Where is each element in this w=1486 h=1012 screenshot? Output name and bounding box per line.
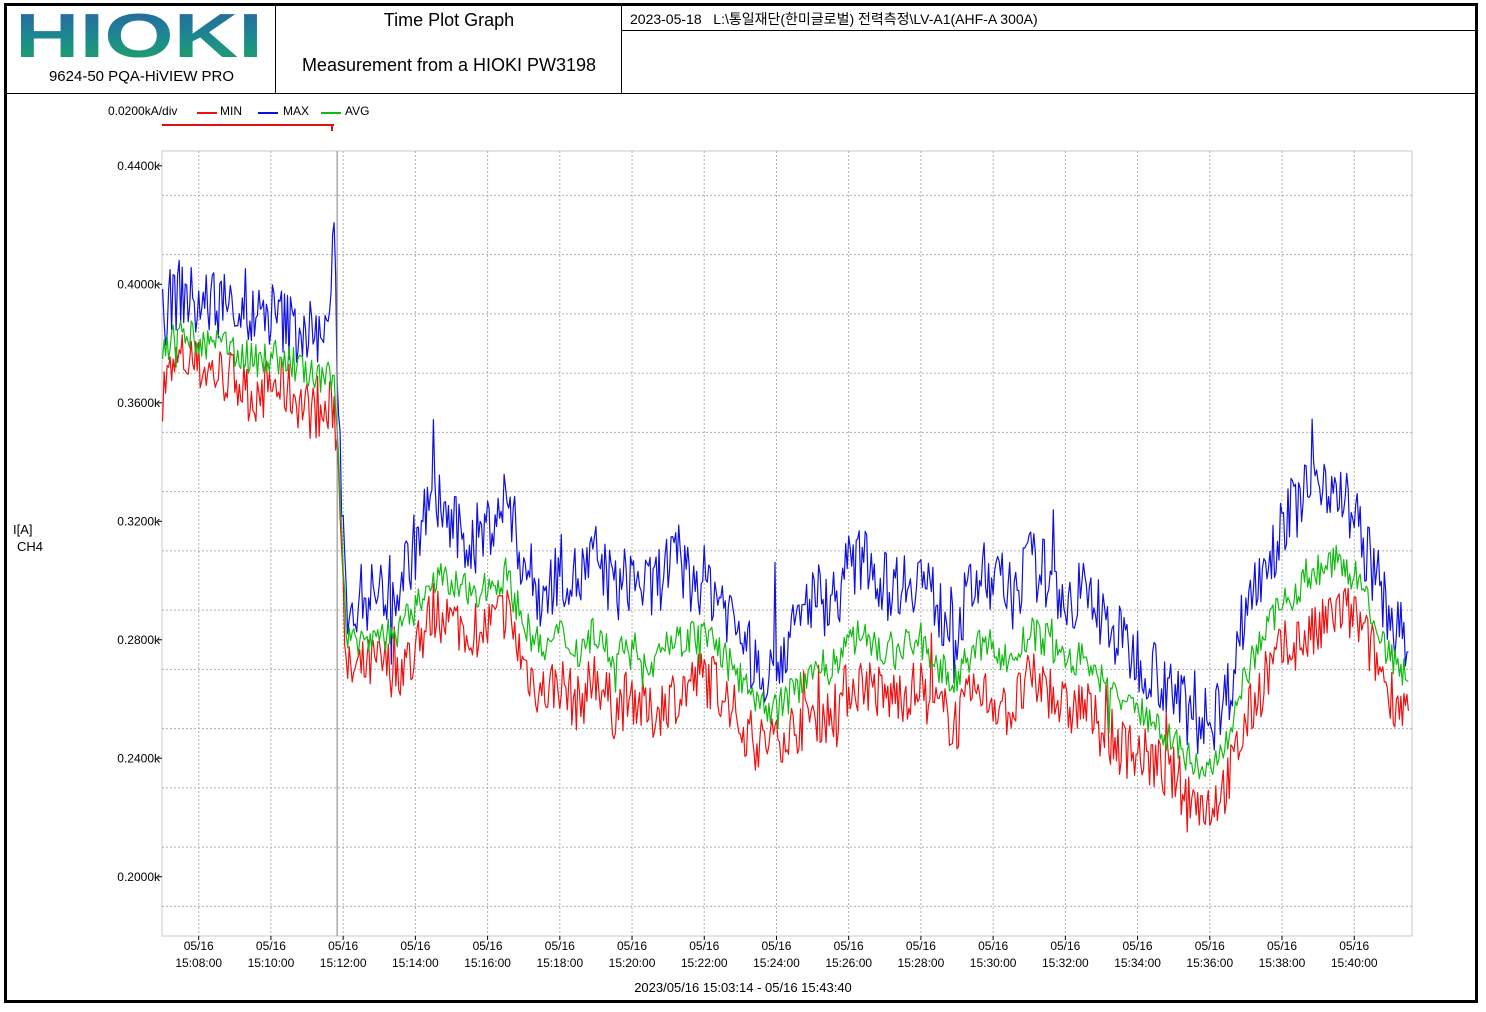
x-tick-time-label: 15:26:00	[825, 956, 872, 970]
hioki-logo: HIOKI	[15, 10, 263, 60]
x-tick-date-label: 05/16	[689, 939, 719, 953]
legend-max-swatch	[258, 112, 278, 114]
y-tick-label: 0.2800k	[117, 633, 161, 647]
legend-scale: 0.0200kA/div	[108, 104, 178, 118]
y-axis-channel: CH4	[17, 539, 44, 554]
legend-avg-swatch	[321, 112, 341, 114]
x-tick-time-label: 15:34:00	[1114, 956, 1161, 970]
logo-text: HIOKI	[15, 10, 263, 60]
file-info: 2023-05-18 L:\통일재단(한미글로벌) 전력측정\LV-A1(AHF…	[630, 9, 1038, 29]
x-tick-time-label: 15:22:00	[681, 956, 728, 970]
graph-subtitle: Measurement from a HIOKI PW3198	[301, 55, 597, 75]
x-axis-ticks: 05/16 15:08:00 05/16 15:10:00 05/16 15:12:00 0…	[175, 936, 1378, 970]
y-tick-label: 0.4000k	[117, 277, 161, 291]
x-tick-time-label: 15:18:00	[536, 956, 583, 970]
software-name: 9624-50 PQA-HiVIEW PRO	[48, 68, 235, 85]
plot-area	[161, 150, 1413, 937]
info-cell: 2023-05-18 L:\통일재단(한미글로벌) 전력측정\LV-A1(AHF…	[622, 6, 1478, 93]
y-tick-label: 0.3600k	[117, 396, 161, 410]
x-tick-date-label: 05/16	[1123, 939, 1153, 953]
x-tick-date-label: 05/16	[906, 939, 936, 953]
y-tick-label: 0.2000k	[117, 870, 161, 884]
x-tick-date-label: 05/16	[256, 939, 286, 953]
series-line-min	[162, 334, 1409, 833]
series-line-max	[162, 222, 1409, 755]
x-tick-time-label: 15:30:00	[970, 956, 1017, 970]
y-axis-ticks: 0.4400k 0.4000k 0.3600k 0.3200k 0.2800k 0.240…	[117, 159, 162, 884]
graph-title: Time Plot Graph	[383, 10, 515, 30]
outer-frame	[4, 3, 1478, 1003]
x-tick-time-label: 15:14:00	[392, 956, 439, 970]
x-tick-date-label: 05/16	[545, 939, 575, 953]
x-tick-date-label: 05/16	[1267, 939, 1297, 953]
x-tick-date-label: 05/16	[1339, 939, 1369, 953]
info-date: 2023-05-18	[630, 11, 702, 27]
x-tick-date-label: 05/16	[400, 939, 430, 953]
y-tick-label: 0.4400k	[117, 159, 161, 173]
legend-avg-label: AVG	[345, 104, 370, 118]
time-range-label: 2023/05/16 15:03:14 - 05/16 15:43:40	[634, 980, 852, 995]
x-tick-time-label: 15:12:00	[320, 956, 367, 970]
title-cell: Time Plot Graph Measurement from a HIOKI…	[276, 6, 622, 93]
y-tick-label: 0.3200k	[117, 514, 161, 528]
x-tick-date-label: 05/16	[978, 939, 1008, 953]
y-axis-quantity: I[A]	[13, 522, 33, 537]
legend-min-label: MIN	[220, 104, 242, 118]
x-tick-time-label: 15:36:00	[1186, 956, 1233, 970]
x-tick-date-label: 05/16	[1050, 939, 1080, 953]
x-tick-date-label: 05/16	[1195, 939, 1225, 953]
x-tick-time-label: 15:08:00	[175, 956, 222, 970]
x-tick-time-label: 15:38:00	[1259, 956, 1306, 970]
grid	[162, 151, 1412, 936]
x-tick-date-label: 05/16	[617, 939, 647, 953]
logo-cell: HIOKI 9624-50 PQA-HiVIEW PRO	[7, 6, 276, 93]
x-tick-time-label: 15:40:00	[1331, 956, 1378, 970]
x-tick-time-label: 15:16:00	[464, 956, 511, 970]
x-tick-time-label: 15:20:00	[609, 956, 656, 970]
x-tick-date-label: 05/16	[473, 939, 503, 953]
x-tick-time-label: 15:24:00	[753, 956, 800, 970]
legend-min-swatch	[197, 112, 217, 114]
y-tick-label: 0.2400k	[117, 751, 161, 765]
x-tick-time-label: 15:28:00	[898, 956, 945, 970]
series-line-avg	[162, 320, 1409, 780]
x-tick-time-label: 15:10:00	[248, 956, 295, 970]
x-tick-date-label: 05/16	[761, 939, 791, 953]
x-tick-time-label: 15:32:00	[1042, 956, 1089, 970]
y-axis-title: I[A] CH4	[13, 521, 43, 555]
report-header: HIOKI 9624-50 PQA-HiVIEW PRO Time Plot G…	[7, 6, 1478, 94]
x-tick-date-label: 05/16	[834, 939, 864, 953]
series-layer	[162, 222, 1409, 833]
legend-max-label: MAX	[283, 104, 310, 118]
x-tick-date-label: 05/16	[184, 939, 214, 953]
info-divider	[622, 30, 1478, 31]
x-tick-date-label: 05/16	[328, 939, 358, 953]
info-path: L:\통일재단(한미글로벌) 전력측정\LV-A1(AHF-A 300A)	[713, 11, 1038, 27]
